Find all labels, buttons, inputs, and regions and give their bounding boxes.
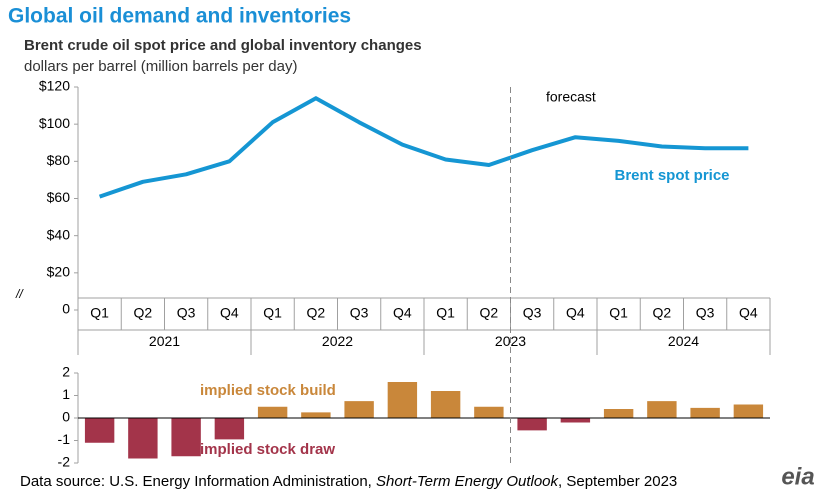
bar <box>474 406 504 418</box>
x-tick-label: Q3 <box>696 305 715 321</box>
series-label: Brent spot price <box>614 167 729 184</box>
year-label: 2021 <box>149 333 180 349</box>
chart-subtitle: dollars per barrel (million barrels per … <box>24 58 297 75</box>
x-tick-label: Q2 <box>134 305 153 321</box>
y-tick-label: $40 <box>47 226 71 242</box>
build-label: implied stock build <box>200 382 336 399</box>
x-tick-label: Q4 <box>739 305 758 321</box>
price-line <box>98 96 749 199</box>
page-title: Global oil demand and inventories <box>8 5 351 28</box>
chart-title: Brent crude oil spot price and global in… <box>24 37 422 54</box>
source: Data source: U.S. Energy Information Adm… <box>20 473 677 490</box>
bar <box>560 418 591 423</box>
y-tick-label: 1 <box>62 386 70 402</box>
y-tick-label: 0 <box>62 409 70 425</box>
logo: eia <box>781 463 814 490</box>
bar <box>301 412 331 418</box>
x-tick-label: Q4 <box>220 305 239 321</box>
y-tick-label: 0 <box>62 301 70 317</box>
bar <box>430 391 461 418</box>
axis-break: // <box>15 287 24 301</box>
y-tick-label: $60 <box>47 189 71 205</box>
y-tick-label: -1 <box>58 431 71 447</box>
y-tick-label: $100 <box>39 115 70 131</box>
bar <box>690 407 720 418</box>
draw-label: implied stock draw <box>200 441 335 458</box>
x-tick-label: Q2 <box>653 305 672 321</box>
source-prefix: Data source: U.S. Energy Information Adm… <box>20 473 376 490</box>
x-tick-label: Q3 <box>350 305 369 321</box>
x-tick-label: Q4 <box>566 305 585 321</box>
source-italic: Short-Term Energy Outlook <box>376 473 560 490</box>
bar <box>344 401 374 418</box>
bar <box>733 404 764 418</box>
x-tick-label: Q3 <box>177 305 196 321</box>
x-tick-label: Q1 <box>436 305 455 321</box>
y-tick-label: $80 <box>47 152 71 168</box>
bar <box>517 418 547 431</box>
bar <box>171 418 201 457</box>
bar <box>128 418 158 459</box>
forecast-label: forecast <box>546 89 596 105</box>
bar <box>84 418 115 443</box>
bar <box>647 401 677 418</box>
x-tick-label: Q2 <box>480 305 499 321</box>
bar <box>387 382 418 418</box>
year-label: 2024 <box>668 333 699 349</box>
x-tick-label: Q2 <box>307 305 326 321</box>
year-label: 2022 <box>322 333 353 349</box>
x-tick-label: Q1 <box>609 305 628 321</box>
bar <box>257 406 288 418</box>
bar <box>603 409 634 418</box>
bar <box>214 418 245 440</box>
y-tick-label: 2 <box>62 364 70 380</box>
x-tick-label: Q1 <box>263 305 282 321</box>
y-tick-label: $120 <box>39 78 70 94</box>
y-tick-label: -2 <box>58 454 71 470</box>
x-tick-label: Q1 <box>90 305 109 321</box>
x-tick-label: Q4 <box>393 305 412 321</box>
x-tick-label: Q3 <box>523 305 542 321</box>
y-tick-label: $20 <box>47 264 71 280</box>
source-suffix: , September 2023 <box>558 473 677 490</box>
